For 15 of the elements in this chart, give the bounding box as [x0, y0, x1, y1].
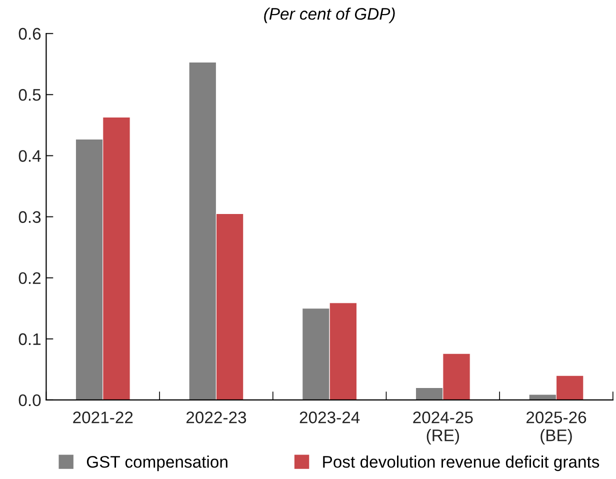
x-tick-label: 2021-22: [73, 412, 133, 424]
y-tick-label: 0.1: [18, 333, 41, 346]
y-tick-label: 0.3: [18, 211, 41, 223]
y-tick-label: 0.2: [18, 272, 41, 284]
y-tick-label: 0.4: [18, 150, 41, 162]
y-tick-label: 0.6: [18, 28, 41, 40]
y-tick-label: 0.5: [18, 89, 41, 101]
x-tick-label: 2024-25 (RE): [413, 412, 473, 445]
y-tick-label: 0.0: [18, 394, 41, 406]
x-tick-label: 2023-24: [300, 412, 360, 424]
x-tick-label: 2025-26 (BE): [526, 412, 586, 445]
legend-label: Post devolution revenue deficit grants: [323, 456, 600, 472]
legend-label: GST compensation: [86, 456, 228, 472]
chart-title: (Per cent of GDP): [264, 8, 395, 24]
x-tick-label: 2022-23: [186, 412, 246, 424]
